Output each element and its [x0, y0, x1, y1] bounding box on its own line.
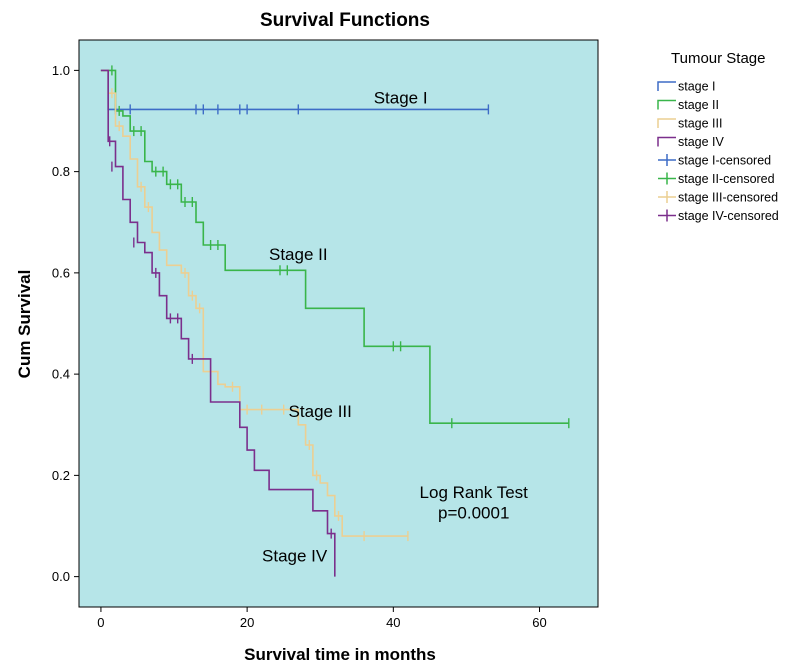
x-tick-label: 60 — [532, 615, 546, 630]
legend-line-swatch — [657, 118, 676, 128]
y-tick-label: 1.0 — [52, 63, 70, 78]
survival-line — [100, 69, 569, 424]
legend-label: stage I-censored — [678, 154, 771, 168]
legend-title: Tumour Stage — [671, 50, 766, 67]
legend-label: stage III — [678, 117, 722, 131]
legend-line-swatch — [657, 81, 676, 91]
annotation-stage-ii: Stage II — [269, 245, 328, 264]
legend-item: stage I — [657, 80, 716, 94]
legend-label: stage II — [678, 98, 719, 112]
annotation-test-line1: Log Rank Test — [420, 483, 529, 502]
y-tick-label: 0.4 — [52, 367, 70, 382]
annotation-stage-i: Stage I — [374, 88, 428, 107]
legend-censor-swatch — [658, 191, 676, 203]
legend-line-swatch — [657, 99, 676, 110]
axes: 0 20 40 60 0.0 0.2 0.4 0.6 0.8 1.0 — [52, 63, 547, 630]
series-layer — [100, 65, 570, 577]
legend-label: stage III-censored — [678, 191, 778, 205]
annotation-stage-iv: Stage IV — [262, 546, 328, 565]
series-stage-iii — [100, 69, 409, 542]
legend-items: stage I stage II stage III stage IV stage I-… — [657, 80, 779, 223]
annotation-test-line2: p=0.0001 — [438, 503, 509, 522]
x-tick-label: 20 — [240, 615, 254, 630]
chart-title: Survival Functions — [260, 10, 430, 31]
annotation-stage-iii: Stage III — [289, 402, 352, 421]
plot-area — [78, 39, 599, 608]
legend-item: stage III-censored — [658, 191, 778, 205]
legend-item: stage III — [657, 117, 722, 131]
legend-censor-swatch — [658, 154, 676, 166]
annotations: Stage I Stage II Stage III Stage IV Log Rank… — [262, 88, 528, 565]
legend-item: stage IV-censored — [658, 209, 779, 223]
legend-item: stage IV — [657, 135, 725, 149]
legend-item: stage I-censored — [658, 154, 771, 168]
legend-label: stage IV — [678, 135, 725, 149]
legend-censor-swatch — [658, 172, 676, 185]
x-tick-label: 0 — [97, 615, 104, 630]
y-tick-label: 0.6 — [52, 265, 70, 280]
y-axis-label: Cum Survival — [15, 270, 34, 379]
legend-label: stage I — [678, 80, 716, 94]
series-stage-ii — [100, 65, 570, 429]
legend-line-swatch — [657, 136, 676, 147]
series-stage-iv — [100, 69, 336, 577]
y-tick-label: 0.0 — [52, 569, 70, 584]
legend-item: stage II-censored — [658, 172, 775, 186]
legend-label: stage II-censored — [678, 172, 775, 186]
x-tick-label: 40 — [386, 615, 400, 630]
survival-line — [100, 69, 336, 577]
y-tick-label: 0.8 — [52, 164, 70, 179]
legend-censor-swatch — [658, 209, 676, 222]
legend-label: stage IV-censored — [678, 209, 779, 223]
survival-line — [100, 69, 408, 537]
x-axis-label: Survival time in months — [244, 645, 436, 664]
legend-item: stage II — [657, 98, 719, 112]
y-tick-label: 0.2 — [52, 468, 70, 483]
